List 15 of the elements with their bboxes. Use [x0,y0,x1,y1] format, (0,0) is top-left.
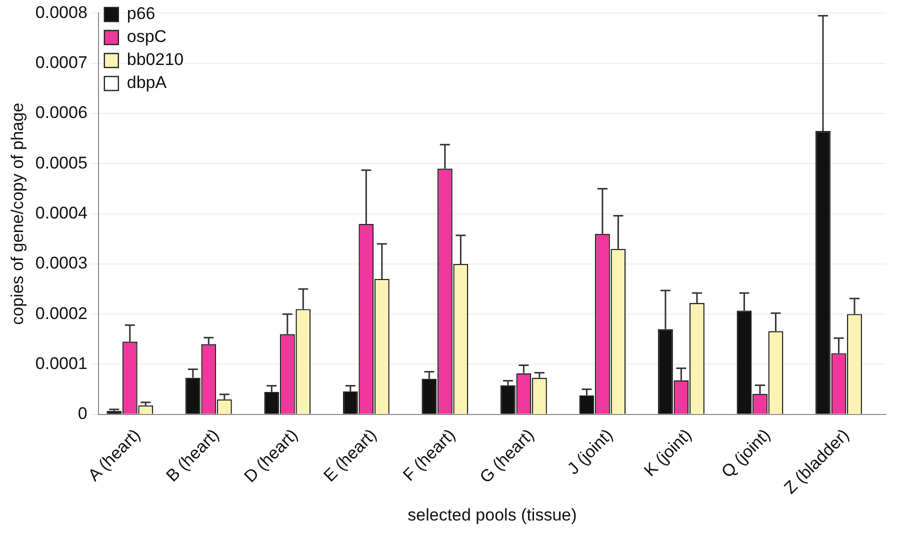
y-tick-label: 0 [78,404,88,424]
y-tick-label: 0.0003 [35,254,88,273]
y-tick-label: 0.0002 [35,304,88,323]
legend-label: ospC [126,27,167,46]
legend-label: p66 [126,4,156,24]
y-tick-label: 0.0007 [35,53,88,72]
x-axis-title: selected pools (tissue) [408,505,577,524]
y-axis-title: copies of gene/copy of phage [8,102,27,325]
legend-label: dbpA [126,73,168,92]
y-tick-label: 0.0004 [35,203,88,222]
y-tick-label: 0.0005 [35,153,88,172]
y-tick-label: 0.0001 [35,354,88,373]
legend-label: bb0210 [126,50,184,70]
y-tick-label: 0.0008 [35,2,88,22]
y-tick-label: 0.0006 [35,103,88,122]
